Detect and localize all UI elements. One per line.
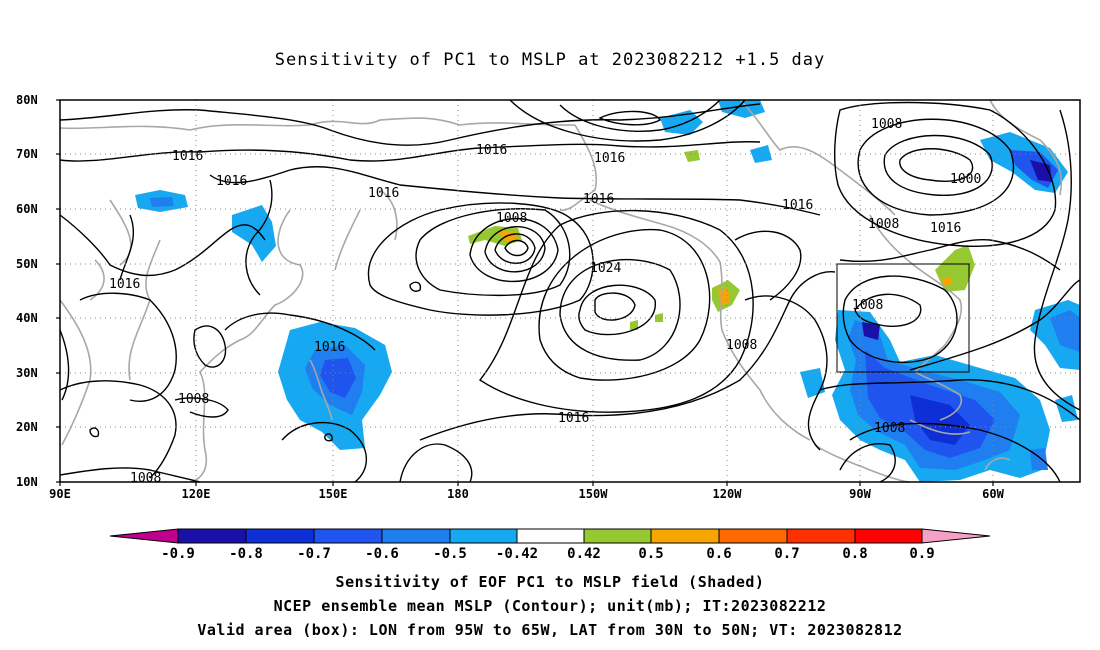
contour-label: 1016 [930,221,961,236]
colorbar-swatch [718,528,788,544]
lon-label: 180 [447,487,469,501]
contour-label: 1008 [726,338,757,353]
colorbar-label: -0.7 [297,546,331,562]
map-panel: 1016 1016 1016 1016 1016 1016 1016 1016 … [16,93,1081,501]
lon-label: 60W [982,487,1004,501]
lat-label: 30N [16,366,38,380]
contour-label: 1016 [583,192,614,207]
colorbar-swatch [449,528,518,544]
colorbar-swatch [245,528,315,544]
contour-labels: 1016 1016 1016 1016 1016 1016 1016 1016 … [109,117,981,486]
colorbar-swatch [786,528,856,544]
contour-label: 1016 [476,143,507,158]
contour-label: 1008 [871,117,902,132]
colorbar-label: 0.9 [909,546,934,562]
valid-area-box [836,263,970,373]
lat-label: 10N [16,475,38,489]
contour-label: 1016 [782,198,813,213]
graticule [60,100,1080,482]
contour-label: 1016 [314,340,345,355]
colorbar-label: 0.42 [567,546,601,562]
plot-title: Sensitivity of PC1 to MSLP at 2023082212… [274,50,826,70]
colorbar-min-arrow [109,528,179,544]
colorbar-swatch [177,528,247,544]
caption-line-2: NCEP ensemble mean MSLP (Contour); unit(… [273,597,827,615]
colorbar-swatch [583,528,652,544]
colorbar-label: -0.9 [161,546,195,562]
contour-label: 1016 [109,277,140,292]
colorbar-swatch [313,528,383,544]
contour-label: 1008 [130,471,161,486]
lon-label: 120E [182,487,211,501]
lat-labels: 80N 70N 60N 50N 40N 30N 20N 10N [16,93,38,489]
contour-label: 1008 [496,211,527,226]
colorbar: -0.9 -0.8 -0.7 -0.6 -0.5 -0.42 0.42 0.5 … [109,528,991,562]
colorbar-label: -0.5 [433,546,467,562]
lon-label: 90W [849,487,871,501]
lat-label: 20N [16,420,38,434]
colorbar-swatch [854,528,923,544]
lat-label: 40N [16,311,38,325]
lon-labels: 90E 120E 150E 180 150W 120W 90W 60W [49,487,1004,501]
colorbar-max-arrow [921,528,991,544]
caption-line-3: Valid area (box): LON from 95W to 65W, L… [197,621,903,639]
lon-label: 150W [579,487,609,501]
colorbar-swatch [381,528,451,544]
lon-label: 150E [319,487,348,501]
lat-label: 50N [16,257,38,271]
lat-label: 80N [16,93,38,107]
contour-label: 1024 [590,261,621,276]
contour-label: 1016 [558,411,589,426]
lat-label: 60N [16,202,38,216]
lon-label: 120W [713,487,743,501]
contour-label: 1008 [868,217,899,232]
contour-label: 1008 [852,298,883,313]
tick-marks [56,99,994,486]
colorbar-label: 0.7 [774,546,799,562]
colorbar-label: -0.42 [496,546,538,562]
contour-label: 1016 [216,174,247,189]
colorbar-label: -0.6 [365,546,399,562]
shade-blue-small-2 [232,205,276,262]
colorbar-label: 0.8 [842,546,867,562]
mslp-contours [59,99,1081,483]
contour-label: 1008 [874,421,905,436]
coastlines [59,99,1063,483]
contour-label: 1000 [950,172,981,187]
caption-line-1: Sensitivity of EOF PC1 to MSLP field (Sh… [335,573,765,591]
colorbar-swatch [650,528,720,544]
colorbar-label: 0.6 [706,546,731,562]
contour-label: 1016 [172,149,203,164]
contour-label: 1016 [594,151,625,166]
contour-label: 1008 [178,392,209,407]
lon-label: 90E [49,487,71,501]
colorbar-label: -0.8 [229,546,263,562]
map-frame [59,99,1081,483]
colorbar-label: 0.5 [638,546,663,562]
shaded-sensitivity [135,100,1080,482]
lat-label: 70N [16,147,38,161]
colorbar-swatch [516,528,585,544]
contour-label: 1016 [368,186,399,201]
